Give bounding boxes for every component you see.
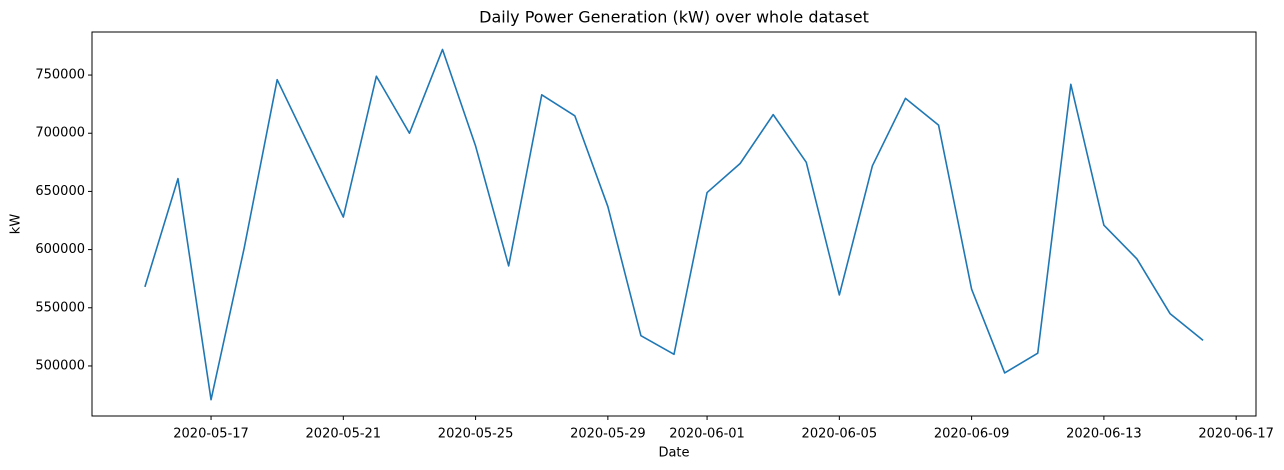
- plot-frame: [91, 31, 1257, 417]
- x-tick-label: 2020-05-25: [438, 427, 514, 442]
- x-tick-label: 2020-05-21: [306, 427, 382, 442]
- x-axis-label: Date: [658, 446, 689, 461]
- x-tick-label: 2020-06-09: [934, 427, 1010, 442]
- y-tick-label: 550000: [35, 300, 85, 315]
- x-tick-label: 2020-05-29: [570, 427, 646, 442]
- x-tick-label: 2020-06-05: [802, 427, 878, 442]
- y-tick-label: 500000: [35, 358, 85, 373]
- x-tick-label: 2020-06-01: [669, 427, 745, 442]
- x-tick-label: 2020-06-17: [1198, 427, 1274, 442]
- data-line: [144, 48, 1204, 401]
- x-tick-label: 2020-06-13: [1066, 427, 1142, 442]
- y-tick-label: 700000: [35, 126, 85, 141]
- y-tick-label: 650000: [35, 184, 85, 199]
- y-axis-label: kW: [9, 214, 24, 235]
- x-tick-label: 2020-05-17: [173, 427, 249, 442]
- chart-title: Daily Power Generation (kW) over whole d…: [479, 8, 869, 27]
- y-tick-label: 750000: [35, 68, 85, 83]
- y-tick-label: 600000: [35, 242, 85, 257]
